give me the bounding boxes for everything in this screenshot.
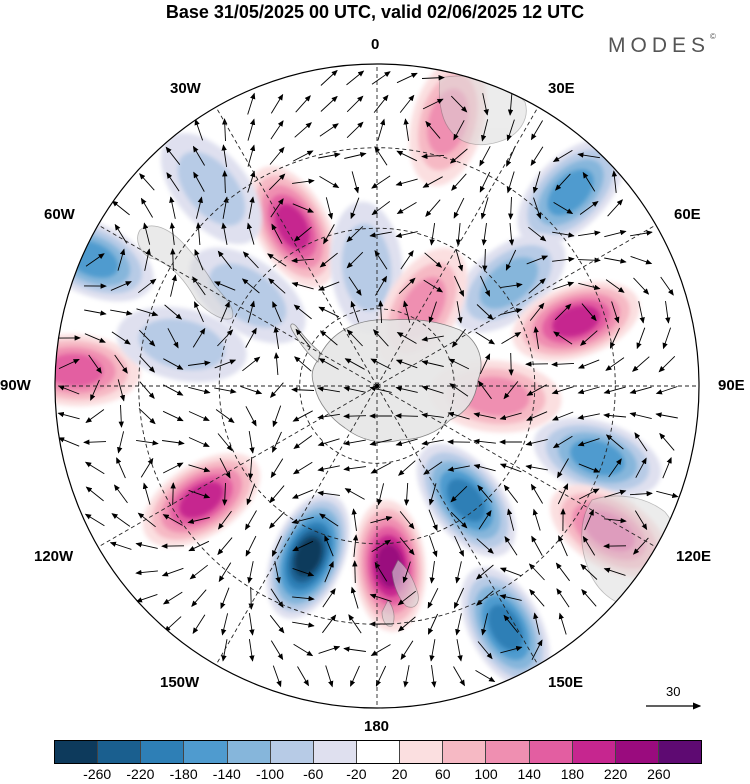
colorbar-bin bbox=[616, 741, 659, 763]
colorbar-bin bbox=[486, 741, 529, 763]
colorbar-bin bbox=[443, 741, 486, 763]
lon-label-90e: 90E bbox=[718, 377, 745, 394]
colorbar-tick-label: 260 bbox=[647, 766, 670, 782]
colorbar-tick-label: 100 bbox=[474, 766, 497, 782]
colorbar-bin bbox=[573, 741, 616, 763]
colorbar-tick-label: 220 bbox=[604, 766, 627, 782]
lon-label-120e: 120E bbox=[676, 548, 711, 565]
colorbar-bin bbox=[314, 741, 357, 763]
colorbar-tick-label: -260 bbox=[83, 766, 111, 782]
lon-label-30e: 30E bbox=[548, 80, 575, 97]
wind-vector bbox=[396, 416, 418, 417]
colorbar-bin bbox=[659, 741, 701, 763]
colorbar-tick-label: 60 bbox=[435, 766, 451, 782]
lon-label-150e: 150E bbox=[548, 674, 583, 691]
wind-vector bbox=[173, 483, 174, 505]
colorbar-tick-label: -140 bbox=[213, 766, 241, 782]
colorbar-tick-label: 180 bbox=[561, 766, 584, 782]
colorbar-bin bbox=[400, 741, 443, 763]
colorbar-ticks: -260 -220 -180 -140 -100 -60 -20 20 60 100 140 180 2… bbox=[0, 766, 750, 784]
modes-logo: MODES© bbox=[608, 34, 716, 58]
colorbar-tick-label: -60 bbox=[303, 766, 323, 782]
colorbar-tick-label: 20 bbox=[392, 766, 408, 782]
colorbar-bin bbox=[271, 741, 314, 763]
colorbar-bin bbox=[141, 741, 184, 763]
wind-vector bbox=[355, 561, 356, 583]
colorbar-bin bbox=[357, 741, 400, 763]
lon-label-90w: 90W bbox=[0, 377, 31, 394]
colorbar-bin bbox=[530, 741, 573, 763]
colorbar-bin bbox=[184, 741, 227, 763]
colorbar-tick-label: -20 bbox=[346, 766, 366, 782]
colorbar-bin bbox=[98, 741, 141, 763]
lon-label-60w: 60W bbox=[44, 206, 75, 223]
lon-label-60e: 60E bbox=[674, 206, 701, 223]
lon-label-30w: 30W bbox=[170, 80, 201, 97]
wind-vector bbox=[251, 587, 252, 609]
lon-label-150w: 150W bbox=[160, 674, 199, 691]
colorbar-tick-label: -100 bbox=[256, 766, 284, 782]
lon-label-120w: 120W bbox=[34, 548, 73, 565]
colorbar-bin bbox=[228, 741, 271, 763]
lon-label-0: 0 bbox=[371, 36, 379, 53]
map-title: Base 31/05/2025 00 UTC, valid 02/06/2025… bbox=[0, 2, 750, 23]
colorbar-tick-label: 140 bbox=[518, 766, 541, 782]
colorbar-tick-label: -220 bbox=[126, 766, 154, 782]
wind-vector bbox=[344, 416, 366, 417]
reference-vector-label: 30 bbox=[666, 684, 680, 699]
colorbar-tick-label: -180 bbox=[170, 766, 198, 782]
lon-label-180: 180 bbox=[364, 718, 389, 735]
colorbar bbox=[54, 740, 702, 764]
wind-vector bbox=[511, 353, 512, 375]
south-pole-marker bbox=[375, 384, 379, 388]
colorbar-bin bbox=[55, 741, 98, 763]
